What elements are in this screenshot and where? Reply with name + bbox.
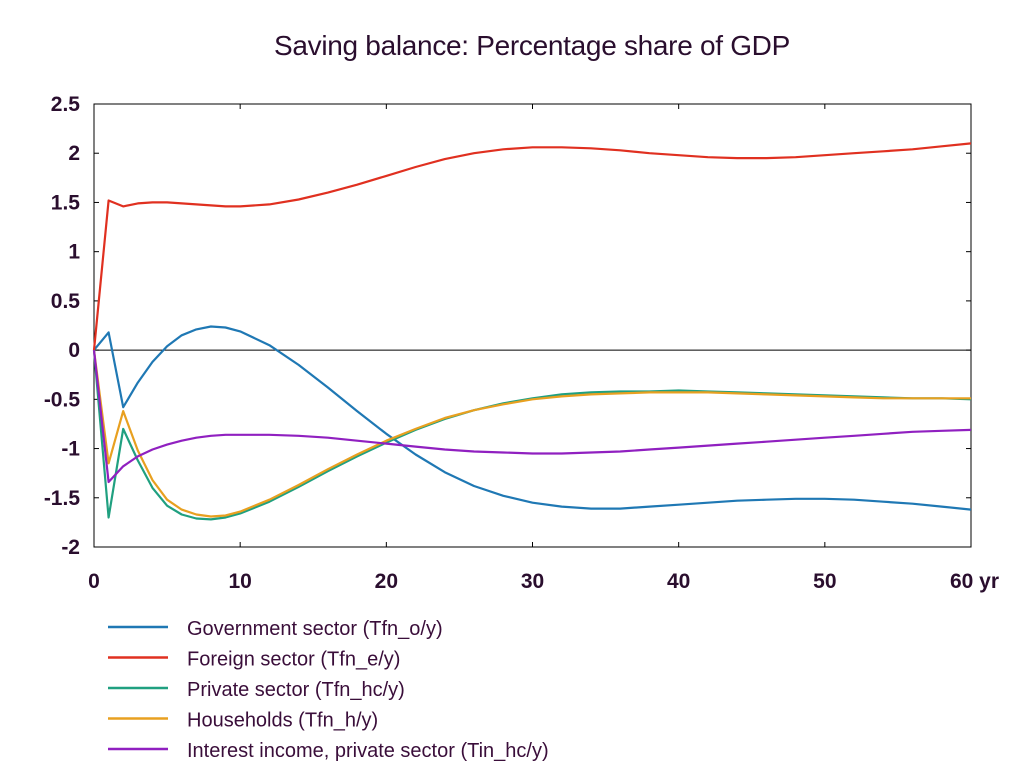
- y-tick-label: -2: [61, 536, 80, 559]
- x-tick-label: 50: [813, 570, 836, 593]
- y-tick-label: 1: [68, 241, 80, 264]
- plot-area-frame: [93, 103, 972, 548]
- series-line-2: [92, 142, 972, 351]
- chart-title: Saving balance: Percentage share of GDP: [274, 30, 790, 61]
- y-tick-label: 2: [68, 142, 80, 165]
- series-line-5: [92, 349, 972, 484]
- y-tick-label: -0.5: [44, 388, 81, 411]
- y-tick-label: -1: [61, 438, 80, 461]
- legend-label: Government sector (Tfn_o/y): [187, 618, 443, 640]
- x-tick-label: 10: [228, 570, 251, 593]
- legend-label: Interest income, private sector (Tin_hc/…: [187, 740, 549, 762]
- legend-label: Private sector (Tfn_hc/y): [187, 679, 405, 701]
- y-tick-label: 0: [68, 339, 80, 362]
- x-tick-label: 60 yr: [950, 570, 999, 593]
- legend-label: Foreign sector (Tfn_e/y): [187, 649, 400, 671]
- y-tick-label: 1.5: [51, 191, 81, 214]
- series-line-4: [92, 349, 971, 518]
- x-tick-label: 40: [667, 570, 690, 593]
- x-tick-label: 20: [375, 570, 398, 593]
- y-tick-label: 0.5: [51, 290, 81, 313]
- x-tick-label: 30: [521, 570, 544, 593]
- x-tick-label: 0: [88, 570, 100, 593]
- y-tick-label: -1.5: [44, 487, 81, 510]
- series-line-1: [93, 325, 972, 511]
- legend-label: Households (Tfn_h/y): [187, 710, 378, 732]
- y-tick-label: 2.5: [51, 93, 81, 116]
